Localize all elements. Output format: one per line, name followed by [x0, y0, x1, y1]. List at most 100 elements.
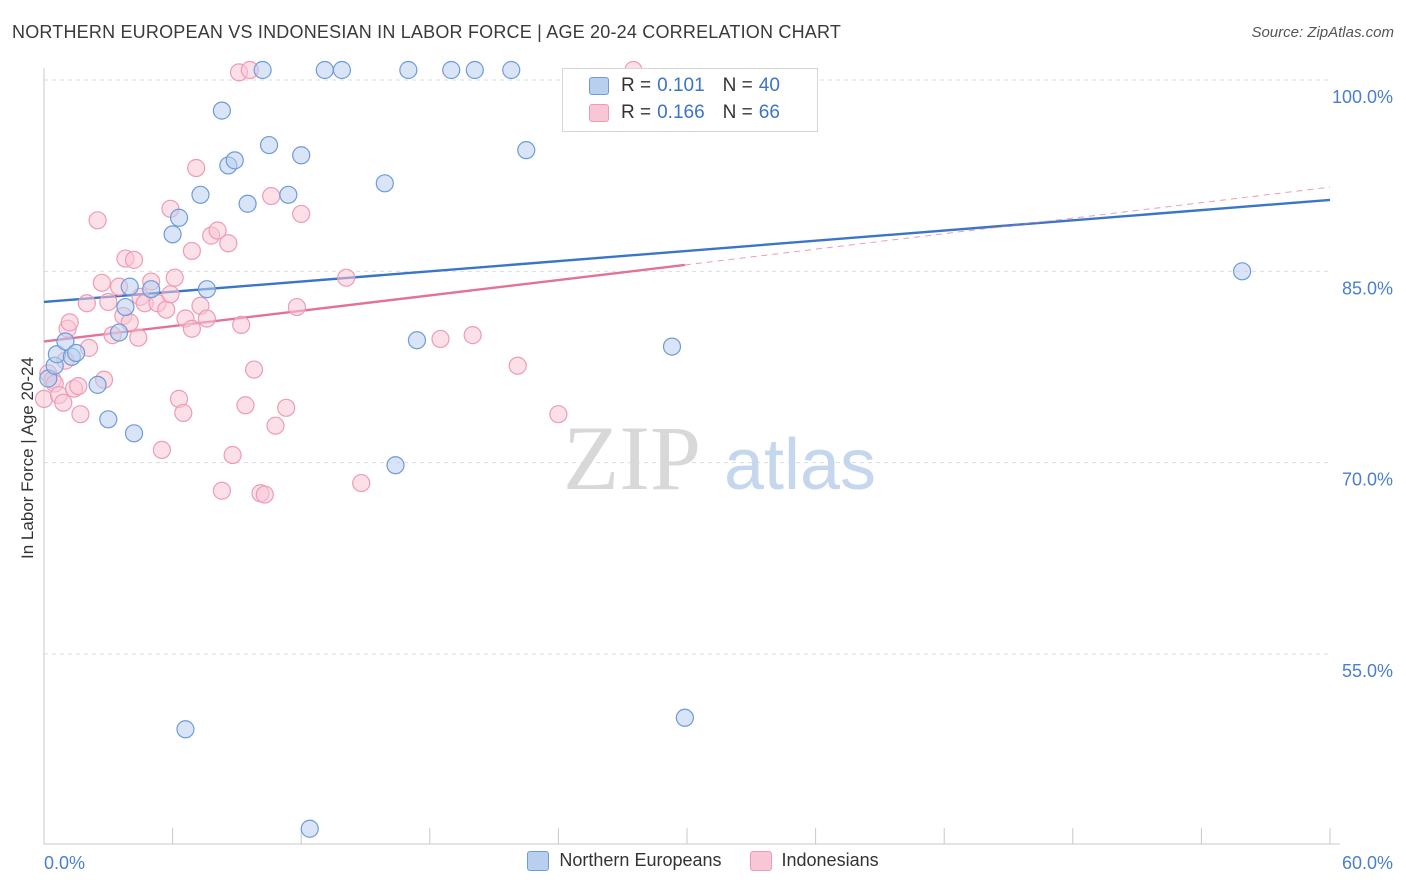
- data-point: [67, 343, 86, 363]
- data-point: [262, 186, 281, 206]
- legend-swatch-pink: [589, 104, 609, 122]
- data-point: [232, 315, 251, 335]
- data-point: [92, 273, 111, 292]
- legend-label: Indonesians: [781, 850, 879, 870]
- data-point: [88, 375, 107, 394]
- source-credit: Source: ZipAtlas.com: [1251, 24, 1394, 41]
- data-point: [163, 225, 182, 244]
- data-point: [244, 360, 264, 379]
- data-point: [292, 146, 311, 165]
- series-northern-europeans: [39, 60, 1252, 838]
- legend-r-label: R =: [621, 102, 652, 123]
- data-point: [71, 405, 90, 424]
- data-point: [176, 720, 195, 739]
- data-point: [116, 297, 135, 317]
- chart-title: NORTHERN EUROPEAN VS INDONESIAN IN LABOR…: [12, 22, 842, 42]
- data-point: [502, 60, 521, 80]
- watermark-zip: ZIP: [563, 407, 701, 509]
- trend-line: [43, 263, 685, 343]
- data-point: [517, 141, 536, 160]
- data-point: [1233, 262, 1252, 281]
- legend-swatch-blue: [589, 77, 609, 95]
- x-tick-label: 60.0%: [1342, 853, 1393, 873]
- data-points: [34, 60, 1252, 838]
- legend-n-value: 66: [758, 102, 780, 123]
- legend-item-northern-europeans[interactable]: Northern Europeans: [527, 850, 722, 871]
- data-point: [182, 319, 201, 338]
- data-point: [124, 250, 144, 269]
- data-point: [161, 285, 180, 304]
- data-point: [315, 60, 334, 80]
- data-point: [34, 389, 54, 408]
- y-tick-label: 70.0%: [1342, 470, 1393, 490]
- data-point: [152, 440, 171, 460]
- data-point: [219, 234, 238, 253]
- data-point: [212, 101, 231, 120]
- data-point: [56, 332, 75, 351]
- data-point: [169, 208, 189, 227]
- data-point: [399, 60, 418, 80]
- data-point: [253, 60, 272, 80]
- legend-swatch-pink: [749, 850, 772, 871]
- series-legend: Northern Europeans Indonesians: [0, 850, 1406, 871]
- data-point: [236, 396, 255, 415]
- data-point: [292, 204, 311, 224]
- trend-line: [43, 198, 1331, 304]
- data-point: [223, 445, 242, 465]
- data-point: [266, 416, 285, 435]
- data-point: [407, 331, 427, 350]
- data-point: [465, 60, 484, 80]
- y-tick-label: 85.0%: [1342, 278, 1393, 298]
- data-point: [259, 135, 279, 155]
- tick-labels: 100.0% 85.0% 70.0% 55.0% 0.0% 60.0%: [44, 87, 1393, 873]
- data-point: [157, 300, 176, 319]
- data-point: [277, 398, 296, 417]
- data-point: [508, 356, 527, 375]
- data-point: [287, 297, 307, 317]
- data-point: [120, 277, 139, 296]
- y-tick-label: 55.0%: [1342, 661, 1393, 681]
- data-point: [191, 185, 210, 204]
- data-point: [662, 337, 682, 356]
- trend-line-extension: [684, 186, 1331, 266]
- x-tick-label: 0.0%: [44, 853, 85, 873]
- y-tick-label: 100.0%: [1332, 87, 1393, 107]
- axes: [43, 68, 1340, 845]
- data-point: [77, 294, 96, 313]
- data-point: [352, 473, 371, 493]
- data-point: [197, 280, 216, 299]
- data-point: [60, 313, 79, 332]
- data-point: [212, 481, 231, 500]
- data-point: [208, 221, 227, 240]
- legend-r-label: R =: [621, 75, 652, 96]
- data-point: [142, 280, 161, 299]
- data-point: [386, 456, 405, 475]
- legend-n-label: N =: [722, 75, 753, 96]
- stats-legend: R = 0.101 N = 40 R = 0.166 N = 66: [562, 68, 818, 132]
- legend-n-label: N =: [722, 102, 753, 123]
- data-point: [109, 323, 129, 342]
- data-point: [549, 405, 568, 424]
- data-point: [375, 174, 394, 193]
- data-point: [174, 403, 193, 423]
- legend-item-indonesians[interactable]: Indonesians: [749, 850, 879, 871]
- legend-r-value: 0.166: [657, 102, 705, 123]
- data-point: [197, 309, 216, 328]
- data-point: [675, 708, 694, 727]
- data-point: [255, 485, 274, 504]
- data-point: [332, 60, 352, 80]
- data-point: [463, 326, 482, 345]
- legend-row-northern-europeans: R = 0.101 N = 40: [589, 73, 798, 99]
- data-point: [54, 393, 73, 412]
- data-point: [165, 268, 184, 287]
- data-point: [69, 377, 88, 396]
- legend-row-indonesians: R = 0.166 N = 66: [589, 100, 798, 126]
- data-point: [99, 410, 118, 429]
- watermark-atlas: atlas: [724, 425, 876, 505]
- legend-swatch-blue: [527, 850, 550, 871]
- data-point: [124, 424, 144, 443]
- data-point: [225, 151, 244, 170]
- data-point: [187, 158, 206, 178]
- data-point: [300, 819, 319, 838]
